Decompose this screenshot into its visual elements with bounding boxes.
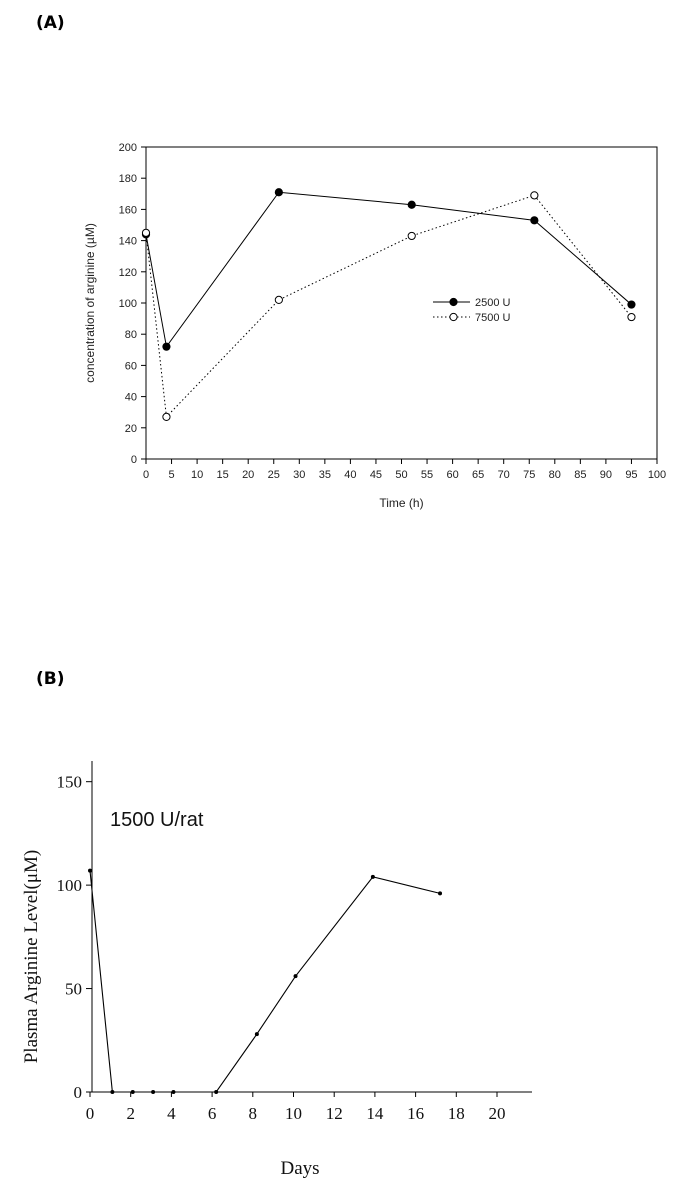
x-tick-label: 20: [489, 1104, 506, 1123]
legend-marker: [449, 297, 458, 307]
x-tick-label: 40: [344, 469, 356, 481]
x-tick-label: 30: [293, 469, 305, 481]
x-tick-label: 80: [549, 469, 561, 481]
legend-label: 7500 U: [475, 312, 511, 324]
x-tick-label: 10: [285, 1104, 302, 1123]
y-tick-label: 140: [119, 236, 137, 248]
x-tick-label: 90: [600, 469, 612, 481]
x-tick-label: 14: [366, 1104, 384, 1123]
data-point: [214, 1090, 219, 1094]
data-point: [88, 868, 92, 873]
series-line: [89, 870, 441, 1093]
data-point: [162, 342, 171, 351]
x-tick-label: 2: [126, 1104, 135, 1123]
data-point: [530, 191, 539, 200]
x-tick-label: 95: [625, 469, 637, 481]
data-point: [141, 228, 151, 237]
x-tick-label: 100: [648, 469, 666, 481]
series-line: [145, 194, 632, 418]
y-tick-label: 100: [57, 876, 83, 895]
x-tick-label: 65: [472, 469, 484, 481]
data-point: [407, 200, 416, 209]
x-tick-label: 18: [448, 1104, 465, 1123]
x-tick-label: 60: [446, 469, 458, 481]
chart-a: 0 5 10 15 20 25 30 35 40 45 50 55 60 65 70 75 80 85 90 95 10…: [83, 142, 666, 510]
y-tick-label: 0: [74, 1083, 83, 1102]
chart-b: 0 50 100 150 0 2 4 6 8 10 12 14 16 18 20 Days Plasma Arg…: [21, 761, 532, 1179]
x-axis-title: Days: [280, 1158, 319, 1179]
data-point: [370, 874, 375, 879]
x-tick-label: 5: [168, 469, 174, 481]
x-tick-label: 85: [574, 469, 586, 481]
y-tick-label: 20: [125, 423, 137, 435]
data-point: [151, 1090, 156, 1094]
x-tick-label: 50: [395, 469, 407, 481]
x-tick-label: 15: [217, 469, 229, 481]
x-tick-label: 35: [319, 469, 331, 481]
data-point: [162, 412, 171, 421]
y-axis-title: Plasma Arginine Level(μM): [21, 850, 42, 1064]
panel-b-label: (B): [36, 669, 65, 689]
x-tick-label: 70: [498, 469, 510, 481]
y-tick-label: 40: [125, 392, 137, 404]
x-tick-label: 8: [249, 1104, 258, 1123]
x-tick-label: 0: [143, 469, 149, 481]
data-point: [110, 1090, 115, 1094]
data-point: [627, 312, 636, 322]
x-tick-label: 6: [208, 1104, 217, 1123]
y-tick-label: 180: [119, 173, 137, 185]
data-point: [627, 300, 636, 309]
y-tick-label: 200: [119, 142, 137, 154]
y-tick-label: 60: [125, 360, 137, 372]
data-point: [254, 1032, 259, 1037]
x-tick-label: 25: [268, 469, 280, 481]
data-point: [274, 188, 283, 197]
x-tick-label: 45: [370, 469, 382, 481]
legend-label: 2500 U: [475, 297, 511, 309]
x-tick-label: 0: [86, 1104, 95, 1123]
data-point: [274, 295, 283, 304]
data-point: [530, 216, 539, 225]
x-tick-label: 20: [242, 469, 254, 481]
y-tick-label: 120: [119, 267, 137, 279]
y-axis-title: concentration of arginine (µM): [83, 223, 97, 383]
plot-frame: [145, 146, 658, 460]
y-tick-label: 160: [119, 204, 137, 216]
x-tick-label: 75: [523, 469, 535, 481]
panel-a-label: (A): [36, 13, 65, 33]
data-point: [130, 1090, 135, 1094]
x-axis-title: Time (h): [379, 496, 423, 510]
data-point: [171, 1090, 176, 1094]
series-line: [145, 191, 632, 348]
x-tick-label: 4: [167, 1104, 176, 1123]
annotation: 1500 U/rat: [110, 809, 204, 831]
legend-marker: [449, 312, 458, 322]
data-point: [293, 974, 298, 979]
x-tick-label: 16: [407, 1104, 424, 1123]
y-tick-label: 150: [57, 773, 83, 792]
x-tick-label: 12: [326, 1104, 343, 1123]
data-point: [407, 231, 416, 241]
data-point: [438, 891, 443, 896]
y-tick-label: 100: [119, 298, 137, 310]
y-tick-label: 0: [131, 454, 137, 466]
y-tick-label: 80: [125, 329, 137, 341]
y-tick-label: 50: [65, 980, 82, 999]
x-tick-label: 10: [191, 469, 203, 481]
x-tick-label: 55: [421, 469, 433, 481]
